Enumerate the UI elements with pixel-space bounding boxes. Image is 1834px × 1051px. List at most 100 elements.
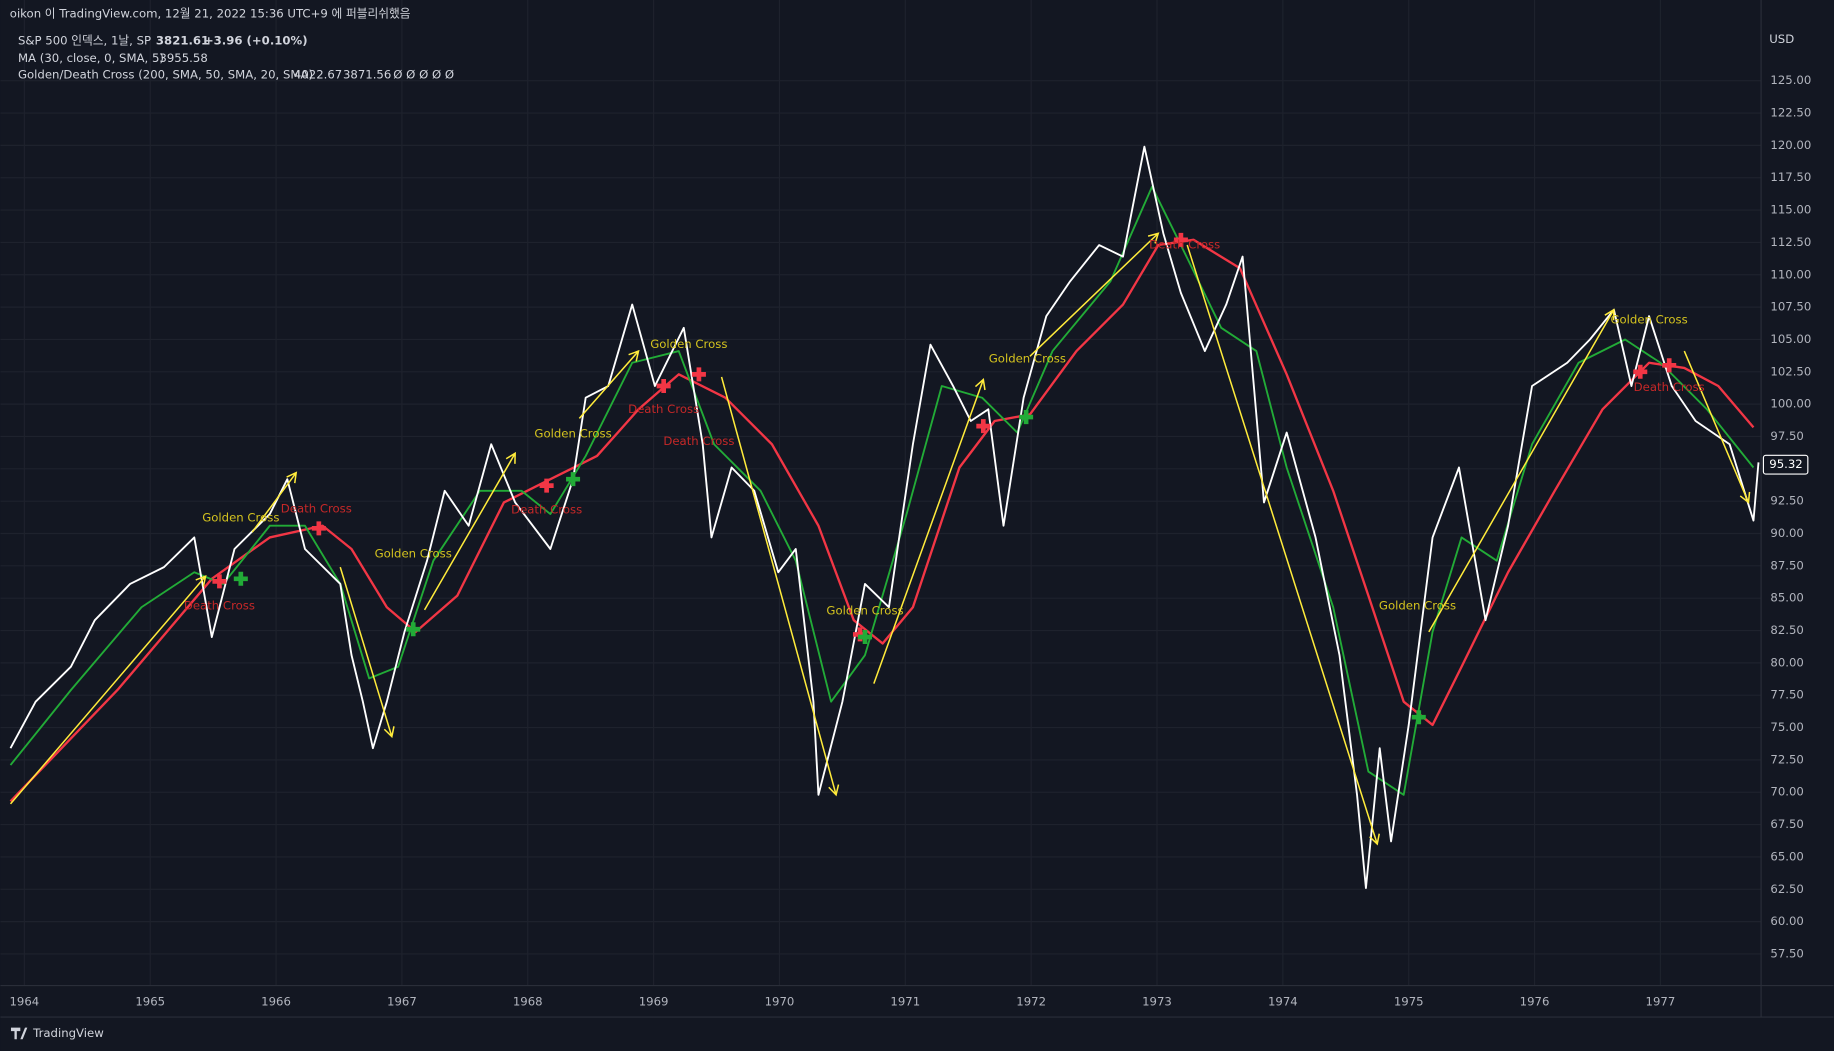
y-tick-label: 85.00 [1770,591,1803,605]
y-tick-label: 57.50 [1770,946,1803,960]
last-price: 95.32 [1769,457,1802,471]
indicator-label: Golden/Death Cross (200, SMA, 50, SMA, 2… [18,67,313,81]
cross-marker [406,622,421,637]
annotation: Death Cross [628,402,699,416]
brand-logo [10,1027,28,1040]
annotation: Golden Cross [989,351,1066,365]
series-line [9,238,1755,803]
y-tick-label: 125.00 [1770,73,1811,87]
y-tick-label: 92.50 [1770,494,1803,508]
cross-marker [1662,358,1677,373]
x-tick-label: 1967 [387,994,417,1008]
cross-marker [212,574,227,589]
indicator-label: MA (30, close, 0, SMA, 5) [18,51,164,65]
cross-marker [1633,364,1648,379]
y-tick-label: 122.50 [1770,106,1811,120]
trend-arrow [1683,350,1751,504]
y-tick-label: 77.50 [1770,688,1803,702]
symbol-title: S&P 500 인덱스, 1날, SP [18,33,151,47]
x-tick-label: 1972 [1016,994,1046,1008]
x-tick-label: 1975 [1394,994,1424,1008]
x-tick-label: 1974 [1268,994,1298,1008]
series-line [9,185,1755,796]
x-tick-label: 1973 [1142,994,1172,1008]
y-tick-label: 65.00 [1770,849,1803,863]
annotation: Death Cross [1149,238,1220,252]
trend-arrow [423,451,516,611]
y-tick-label: 110.00 [1770,267,1811,281]
y-tick-label: 90.00 [1770,526,1803,540]
annotation: Golden Cross [1379,598,1456,612]
indicator-readout: 3955.58 [159,51,207,65]
y-tick-label: 60.00 [1770,914,1803,928]
axes: 57.50 60.00 62.50 65.00 67.50 70.00 72.50 75.00… [9,73,1811,1008]
y-tick-label: 80.00 [1770,655,1803,669]
annotation: Golden Cross [826,604,903,618]
cross-marker [656,379,671,394]
cross-marker [311,521,326,536]
annotation: Golden Cross [1610,313,1687,327]
annotation: Golden Cross [534,426,611,440]
cross-marker [233,571,248,586]
trend-arrow [9,574,207,805]
x-tick-label: 1966 [261,994,291,1008]
annotation: Death Cross [281,501,352,515]
x-tick-label: 1969 [639,994,669,1008]
trend-arrow [1428,308,1615,633]
y-tick-label: 87.50 [1770,558,1803,572]
y-tick-label: 115.00 [1770,203,1811,217]
y-tick-label: 107.50 [1770,300,1811,314]
y-tick-label: 82.50 [1770,623,1803,637]
annotation: Death Cross [1634,380,1705,394]
annotation: Golden Cross [202,510,279,524]
cross-marker [566,472,581,487]
indicator-extra: Ø Ø Ø Ø Ø [393,67,454,81]
y-tick-label: 120.00 [1770,138,1811,152]
x-tick-label: 1976 [1520,994,1550,1008]
last-value: 3821.61 [156,33,209,47]
publisher-note: oikon 이 TradingView.com, 12월 21, 2022 15… [10,7,411,21]
annotation: Death Cross [663,434,734,448]
cross-marker [858,629,873,645]
change: +3.96 (+0.10%) [204,33,308,47]
y-tick-label: 112.50 [1770,235,1811,249]
trend-arrow [1186,244,1380,846]
last-price-box [1762,454,1809,475]
x-tick-label: 1977 [1646,994,1676,1008]
y-tick-label: 117.50 [1770,170,1811,184]
cross-marker [539,478,554,493]
x-tick-label: 1970 [765,994,795,1008]
x-tick-label: 1968 [513,994,543,1008]
y-tick-label: 102.50 [1770,364,1811,378]
plot: Golden Cross Golden Cross Golden Cross Gold… [9,145,1760,889]
x-tick-label: 1964 [9,994,39,1008]
annotation: Golden Cross [375,547,452,561]
annotation: Death Cross [511,503,582,517]
cross-marker [1411,710,1426,725]
cross-marker [976,419,991,434]
annotation: Golden Cross [650,337,727,351]
trend-arrow [339,566,395,739]
cross-marker [1019,410,1034,425]
trend-arrow [1029,232,1160,357]
y-tick-label: 105.00 [1770,332,1811,346]
indicator-readout: 4022.67 [294,67,342,81]
y-tick-label: 70.00 [1770,785,1803,799]
y-tick-label: 100.00 [1770,397,1811,411]
x-tick-label: 1971 [890,994,920,1008]
annotation: Death Cross [184,598,255,612]
y-tick-label: 72.50 [1770,752,1803,766]
series-line [9,145,1760,889]
trend-arrow [873,378,986,684]
cross-marker [691,367,706,382]
trend-arrow [720,376,840,797]
trend-arrow [251,471,298,533]
y-tick-label: 67.50 [1770,817,1803,831]
cross-marker [1173,232,1188,247]
currency: USD [1769,32,1794,46]
y-tick-label: 75.00 [1770,720,1803,734]
brand: TradingView [32,1026,104,1040]
y-tick-label: 62.50 [1770,882,1803,896]
